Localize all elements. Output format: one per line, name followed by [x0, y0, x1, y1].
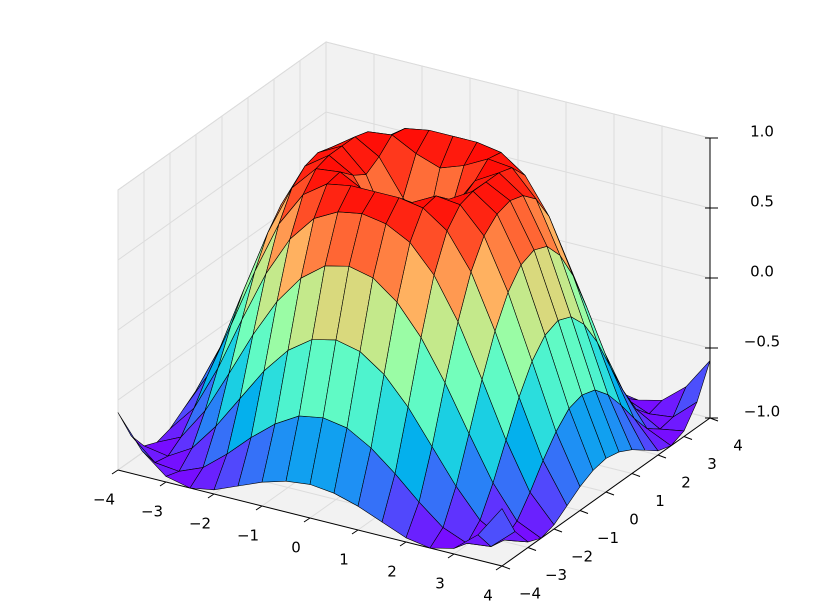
y-tick-label: −1	[597, 529, 619, 547]
y-tick-label: 4	[733, 437, 743, 455]
grid-line	[325, 41, 711, 139]
y-tick	[527, 547, 537, 551]
surface-face	[409, 207, 448, 276]
x-tick	[207, 493, 215, 499]
surface	[117, 128, 711, 549]
y-tick	[605, 491, 615, 496]
grid-line	[325, 111, 711, 209]
x-tick-label: −2	[189, 515, 211, 533]
x-tick	[255, 505, 263, 511]
y-tick-label: −2	[571, 548, 593, 566]
x-tick-label: 2	[387, 563, 397, 581]
surface-face	[477, 508, 516, 547]
y-tick-label: 1	[655, 492, 665, 510]
x-tick	[159, 481, 167, 487]
y-tick	[501, 565, 511, 570]
x-tick-label: 4	[483, 587, 493, 605]
z-tick-label: 0.5	[750, 193, 774, 211]
grid-line	[117, 41, 327, 191]
y-tick-label: 3	[707, 455, 717, 473]
x-tick-label: 1	[339, 551, 349, 569]
x-tick-label: −1	[237, 527, 259, 545]
grid-line	[117, 111, 327, 261]
x-tick-label: −3	[141, 503, 163, 521]
x-tick	[495, 565, 503, 571]
surface-face	[117, 412, 156, 463]
z-tick-label: 1.0	[750, 123, 774, 141]
y-tick	[553, 528, 563, 533]
y-tick	[631, 473, 641, 477]
x-tick	[351, 529, 359, 535]
z-tick-label: 0.0	[750, 263, 774, 281]
y-tick	[579, 510, 589, 514]
x-tick-label: 0	[291, 539, 301, 557]
y-tick	[657, 454, 667, 459]
y-tick	[683, 436, 693, 440]
x-tick	[303, 517, 311, 523]
y-tick-label: 2	[681, 474, 691, 492]
x-tick	[111, 469, 119, 475]
z-tick-label: −1.0	[744, 403, 780, 421]
x-tick-label: −4	[93, 491, 115, 509]
y-tick-label: −3	[545, 566, 567, 584]
y-tick-label: −4	[519, 585, 541, 603]
x-tick-label: 3	[435, 575, 445, 593]
y-tick-label: 0	[629, 511, 639, 529]
z-tick-label: −0.5	[744, 333, 780, 351]
x-tick	[399, 541, 407, 547]
x-tick	[447, 553, 455, 559]
